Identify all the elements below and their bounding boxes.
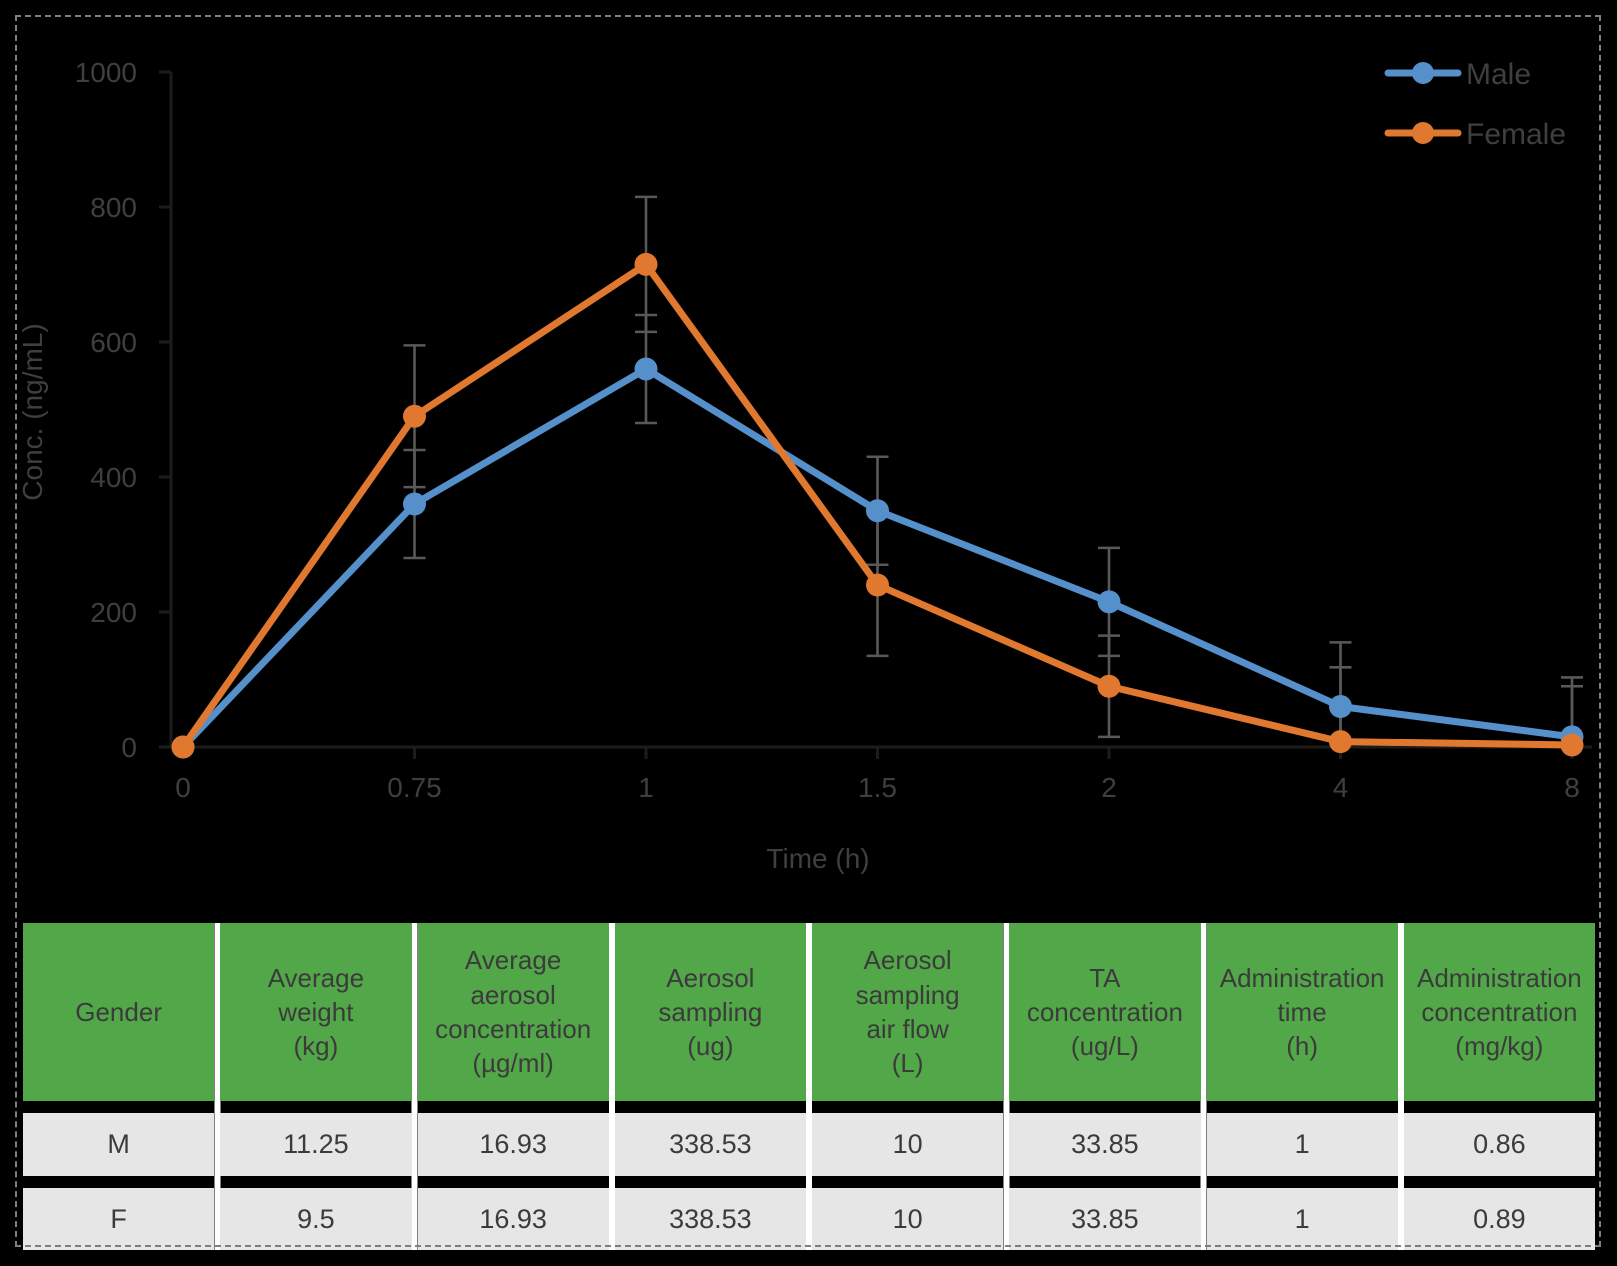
table-cell-row0-col5: 33.85	[1009, 1113, 1201, 1176]
header-cell-1: Average weight (kg)	[220, 923, 412, 1101]
data-point-female	[1329, 730, 1352, 754]
data-point-male	[866, 499, 889, 523]
header-cell-6: Administration time (h)	[1206, 923, 1398, 1101]
table-cell-row0-col4: 10	[812, 1113, 1004, 1176]
header-cell-7: Administration concentration (mg/kg)	[1403, 923, 1595, 1101]
x-tick-label: 4	[1333, 772, 1349, 803]
table-cell-row1-col6: 1	[1206, 1188, 1398, 1250]
data-point-female	[634, 252, 658, 276]
table-cell-row0-col3: 338.53	[614, 1113, 806, 1176]
y-tick-label: 600	[90, 327, 137, 358]
header-cell-5: TA concentration (ug/L)	[1009, 923, 1201, 1101]
table-cell-row0-col2: 16.93	[417, 1113, 609, 1176]
data-point-female	[1097, 674, 1121, 698]
data-point-male	[1329, 695, 1352, 718]
data-point-female	[403, 404, 426, 428]
legend-marker-male	[1412, 62, 1434, 84]
y-tick-label: 0	[121, 732, 137, 763]
y-tick-label: 800	[90, 192, 137, 223]
table-cell-row0-col6: 1	[1206, 1113, 1398, 1176]
header-cell-3: Aerosol sampling (ug)	[614, 923, 806, 1101]
data-point-male	[634, 357, 658, 381]
table-cell-row1-col1: 9.5	[220, 1188, 412, 1250]
x-tick-label: 1	[638, 772, 654, 803]
x-tick-label: 1.5	[858, 772, 897, 803]
header-cell-0: Gender	[23, 923, 215, 1101]
data-point-female	[1560, 733, 1584, 757]
header-cell-2: Average aerosol concentration (µg/ml)	[417, 923, 609, 1101]
x-tick-label: 8	[1564, 772, 1580, 803]
table-cell-row1-col3: 338.53	[614, 1188, 806, 1250]
x-tick-label: 0.75	[387, 772, 442, 803]
x-tick-label: 2	[1101, 772, 1117, 803]
legend-marker-female	[1412, 122, 1434, 144]
parameters-table: Gender Average weight (kg) Average aerosol…	[23, 923, 1595, 1250]
concentration-time-chart: 0 200 400 600 800 1000 0 0.75 1 1.5 2 4 8 Time (h) Con…	[17, 57, 1592, 874]
legend-label-female: Female	[1466, 118, 1566, 151]
data-point-female	[866, 573, 889, 597]
header-cell-4: Aerosol sampling air flow (L)	[812, 923, 1004, 1101]
table-cell-row1-col7: 0.89	[1403, 1188, 1595, 1250]
data-point-female	[171, 735, 195, 759]
table-cell-row1-col5: 33.85	[1009, 1188, 1201, 1250]
y-tick-label: 200	[90, 597, 137, 628]
data-point-male	[403, 492, 426, 516]
table-cell-row1-col2: 16.93	[417, 1188, 609, 1250]
legend-label-male: Male	[1466, 58, 1531, 91]
x-axis-title: Time (h)	[766, 843, 869, 874]
data-point-male	[1097, 590, 1121, 614]
y-tick-label: 400	[90, 462, 137, 493]
x-tick-label: 0	[175, 772, 191, 803]
table-cell-row0-col1: 11.25	[220, 1113, 412, 1176]
table-cell-row0-col7: 0.86	[1403, 1113, 1595, 1176]
table-cell-row1-col4: 10	[812, 1188, 1004, 1250]
y-axis-title: Conc. (ng/mL)	[17, 323, 48, 500]
table-cell-row0-col0: M	[23, 1113, 215, 1176]
table-cell-row1-col0: F	[23, 1188, 215, 1250]
y-tick-label: 1000	[75, 57, 137, 88]
